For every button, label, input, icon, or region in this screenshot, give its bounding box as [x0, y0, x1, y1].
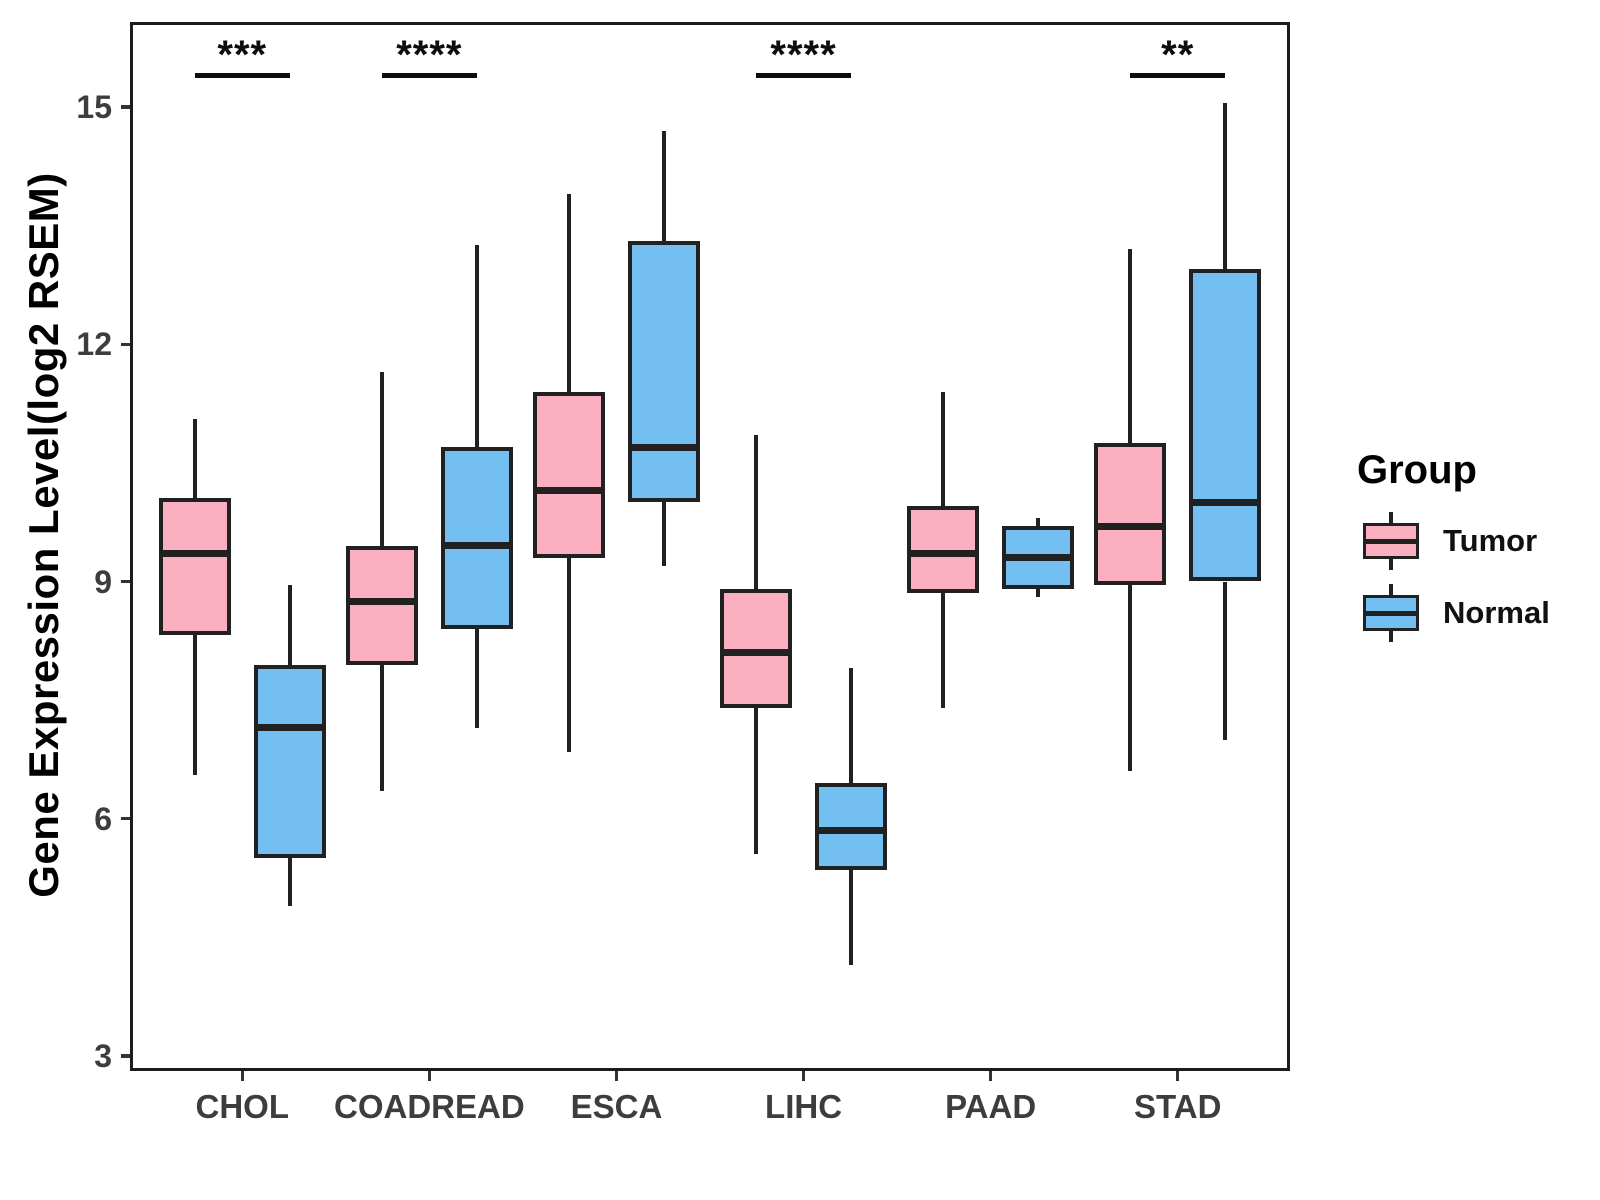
x-tick-label-lihc: LIHC — [765, 1088, 843, 1125]
whisker-upper-COADREAD-tumor — [379, 371, 385, 546]
box-ESCA-normal — [627, 241, 700, 503]
legend-boxplot-key-icon — [1363, 584, 1421, 642]
median-PAAD-tumor — [909, 550, 978, 558]
legend-key-part — [1389, 559, 1393, 570]
whisker-upper-STAD-normal — [1222, 103, 1228, 270]
box-STAD-tumor — [1094, 443, 1167, 586]
median-STAD-tumor — [1096, 522, 1165, 530]
x-tick-mark — [240, 1071, 244, 1081]
whisker-lower-PAAD-normal — [1035, 589, 1041, 598]
whisker-lower-CHOL-normal — [287, 858, 292, 906]
box-ESCA-tumor — [532, 391, 605, 558]
x-tick-label-stad: STAD — [1134, 1088, 1222, 1125]
whisker-upper-STAD-tumor — [1127, 249, 1133, 444]
whisker-upper-ESCA-tumor — [566, 194, 572, 392]
whisker-lower-ESCA-tumor — [566, 557, 572, 752]
legend: Group Tumor Normal — [1357, 448, 1550, 655]
median-PAAD-normal — [1004, 554, 1073, 562]
median-COADREAD-normal — [442, 542, 511, 550]
legend-key-part — [1366, 611, 1416, 616]
legend-label-tumor: Tumor — [1443, 523, 1538, 558]
x-tick-mark — [801, 1071, 806, 1081]
median-CHOL-normal — [255, 724, 324, 732]
significance-bar-stad — [1130, 73, 1226, 78]
box-STAD-normal — [1189, 269, 1262, 582]
significance-label-chol: *** — [217, 33, 268, 77]
significance-bar-coadread — [381, 73, 477, 78]
legend-boxplot-key-icon — [1363, 512, 1421, 570]
y-tick-mark — [121, 1054, 130, 1058]
legend-label-normal: Normal — [1443, 595, 1550, 630]
y-tick-label: 3 — [94, 1037, 112, 1074]
whisker-upper-ESCA-normal — [661, 130, 667, 242]
legend-key-part — [1389, 584, 1393, 595]
median-STAD-normal — [1191, 498, 1260, 506]
whisker-upper-COADREAD-normal — [474, 245, 480, 448]
whisker-upper-PAAD-tumor — [940, 391, 946, 507]
box-LIHC-normal — [815, 783, 888, 871]
legend-item-normal: Normal — [1357, 583, 1550, 643]
legend-item-tumor: Tumor — [1357, 511, 1550, 571]
box-CHOL-normal — [253, 664, 326, 859]
y-tick-mark — [121, 342, 130, 346]
median-ESCA-tumor — [534, 487, 603, 495]
whisker-lower-STAD-tumor — [1127, 585, 1133, 772]
significance-label-coadread: **** — [396, 33, 463, 77]
x-tick-label-paad: PAAD — [945, 1088, 1037, 1125]
whisker-lower-COADREAD-normal — [474, 628, 480, 728]
box-PAAD-tumor — [907, 506, 980, 594]
median-COADREAD-tumor — [347, 597, 416, 605]
x-tick-mark — [1175, 1071, 1180, 1081]
whisker-upper-CHOL-tumor — [192, 419, 197, 499]
whisker-lower-COADREAD-tumor — [379, 664, 385, 792]
median-LIHC-normal — [817, 827, 886, 835]
legend-key-part — [1389, 631, 1393, 642]
legend-key-part — [1366, 539, 1416, 544]
y-tick-label: 12 — [76, 326, 112, 363]
y-tick-label: 6 — [94, 800, 112, 837]
x-tick-label-esca: ESCA — [570, 1088, 663, 1125]
significance-label-lihc: **** — [770, 33, 837, 77]
y-tick-mark — [121, 105, 130, 109]
legend-key-part — [1389, 512, 1393, 523]
legend-items: Tumor Normal — [1357, 511, 1550, 643]
x-tick-label-coadread: COADREAD — [334, 1088, 525, 1125]
y-tick-label: 15 — [76, 89, 112, 126]
x-tick-mark — [988, 1071, 993, 1081]
median-CHOL-tumor — [160, 550, 229, 558]
median-ESCA-normal — [629, 443, 698, 451]
y-tick-label: 9 — [94, 563, 112, 600]
whisker-upper-LIHC-tumor — [753, 435, 759, 590]
y-tick-mark — [121, 579, 130, 584]
x-tick-mark — [427, 1071, 432, 1081]
box-COADREAD-tumor — [345, 545, 418, 665]
whisker-upper-PAAD-normal — [1035, 518, 1041, 527]
significance-bar-chol — [194, 73, 290, 78]
whisker-lower-STAD-normal — [1222, 581, 1228, 740]
whisker-lower-PAAD-tumor — [940, 593, 946, 709]
whisker-lower-ESCA-normal — [661, 502, 667, 566]
whisker-upper-LIHC-normal — [848, 668, 854, 784]
box-CHOL-tumor — [158, 498, 231, 636]
significance-bar-lihc — [756, 73, 852, 78]
whisker-upper-CHOL-normal — [287, 585, 292, 665]
box-LIHC-tumor — [720, 589, 793, 709]
whisker-lower-LIHC-normal — [848, 870, 854, 966]
y-axis-title: Gene Expression Level(log2 RSEM) — [20, 172, 67, 898]
median-LIHC-tumor — [722, 649, 791, 657]
legend-title: Group — [1357, 448, 1477, 492]
y-tick-mark — [121, 816, 130, 821]
box-COADREAD-normal — [440, 447, 513, 629]
whisker-lower-CHOL-tumor — [192, 635, 197, 776]
x-tick-mark — [614, 1071, 619, 1081]
significance-label-stad: ** — [1161, 33, 1195, 77]
x-tick-label-chol: CHOL — [195, 1088, 290, 1125]
whisker-lower-LIHC-tumor — [753, 708, 759, 855]
